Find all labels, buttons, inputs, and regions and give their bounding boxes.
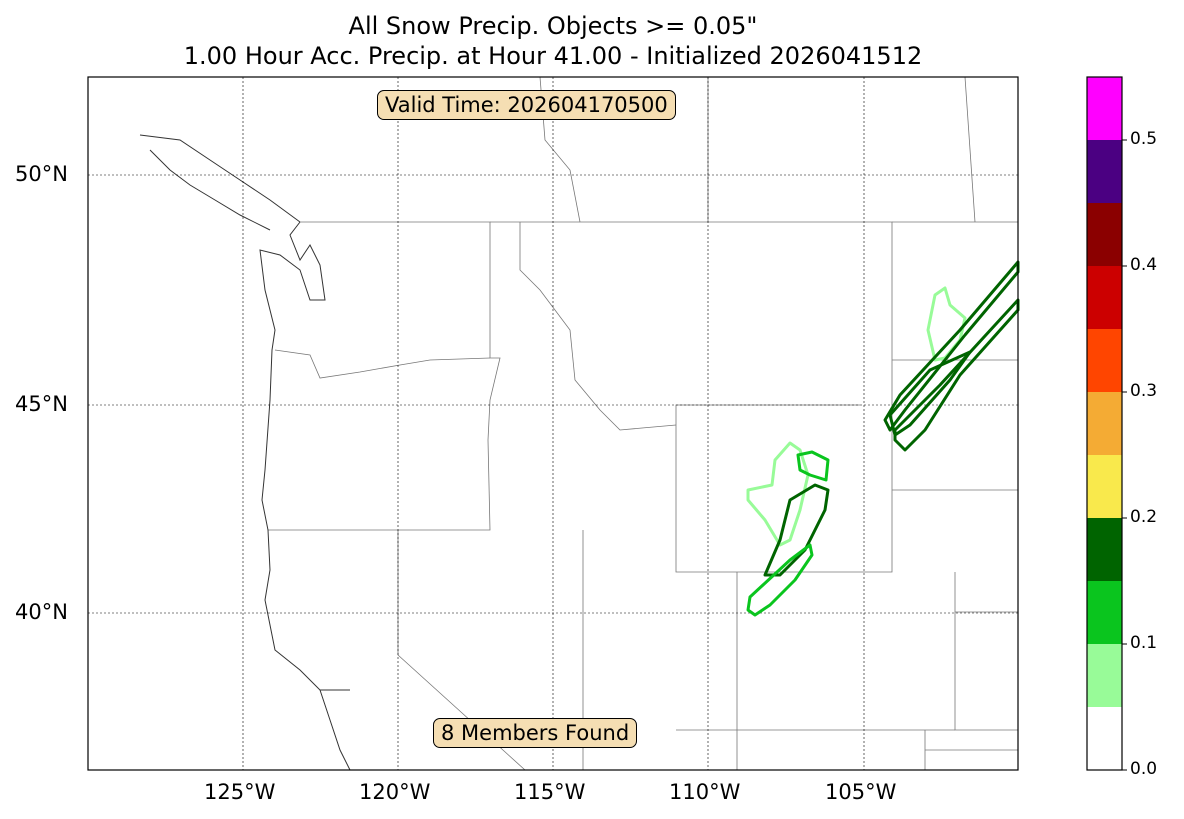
members-found-box: 8 Members Found	[433, 718, 638, 748]
colorbar-bin	[1087, 707, 1122, 770]
coastline	[139, 134, 351, 771]
title-line-2: 1.00 Hour Acc. Precip. at Hour 41.00 - I…	[183, 42, 923, 70]
lon-label: 125°W	[204, 780, 276, 804]
title-line-1: All Snow Precip. Objects >= 0.05"	[348, 12, 758, 40]
colorbar-bin	[1087, 644, 1122, 707]
contour-dark-green	[893, 298, 1020, 452]
colorbar-bin	[1087, 203, 1122, 266]
precip-object-contours	[746, 260, 1020, 617]
colorbar-tick-label: 0.4	[1130, 255, 1158, 275]
lon-label: 105°W	[825, 780, 897, 804]
colorbar-bin	[1087, 140, 1122, 203]
graticule	[88, 77, 1018, 770]
lat-label: 40°N	[15, 600, 68, 624]
contour-light-green	[746, 441, 810, 547]
contour-dark-green	[763, 483, 830, 577]
colorbar-bin	[1087, 455, 1122, 518]
contour-medium-green	[746, 543, 814, 617]
colorbar-tick-label: 0.1	[1130, 633, 1158, 653]
contour-medium-green	[796, 450, 830, 482]
colorbar-bin	[1087, 581, 1122, 644]
colorbar-tick-label: 0.3	[1130, 381, 1158, 401]
colorbar-bin	[1087, 77, 1122, 140]
contour-light-green	[926, 286, 967, 362]
lat-label: 50°N	[15, 162, 68, 186]
colorbar-bin	[1087, 329, 1122, 392]
colorbar-frame	[1086, 76, 1123, 771]
lat-label: 45°N	[15, 392, 68, 416]
colorbar-bin	[1087, 266, 1122, 329]
colorbar-bin	[1087, 392, 1122, 455]
lon-label: 115°W	[514, 780, 586, 804]
colorbar-bin	[1087, 518, 1122, 581]
colorbar-tick-label: 0.5	[1130, 129, 1158, 149]
map-frame	[87, 76, 1019, 771]
colorbar-tick-label: 0.2	[1130, 507, 1158, 527]
colorbar	[1086, 76, 1127, 771]
valid-time-box: Valid Time: 202604170500	[377, 90, 676, 120]
lon-label: 110°W	[669, 780, 741, 804]
colorbar-tick-label: 0.0	[1130, 759, 1158, 779]
lon-label: 120°W	[359, 780, 431, 804]
state-borders	[268, 76, 1018, 771]
